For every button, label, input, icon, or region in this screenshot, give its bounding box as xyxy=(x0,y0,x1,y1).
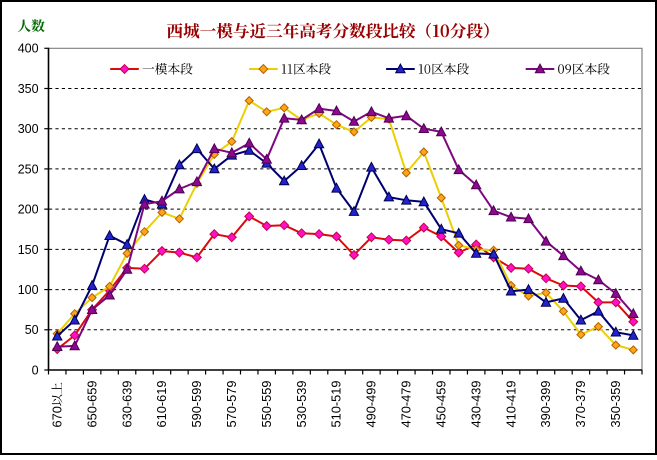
svg-text:0: 0 xyxy=(32,363,39,377)
svg-text:670: 670 xyxy=(49,406,64,427)
svg-text:250: 250 xyxy=(18,162,39,176)
svg-text:430-439: 430-439 xyxy=(468,381,483,428)
svg-text:350-359: 350-359 xyxy=(608,381,623,428)
svg-text:100: 100 xyxy=(18,283,39,297)
svg-text:50: 50 xyxy=(25,323,39,337)
svg-text:550-559: 550-559 xyxy=(259,381,274,428)
svg-text:150: 150 xyxy=(18,243,39,257)
svg-text:370-379: 370-379 xyxy=(573,381,588,428)
svg-text:470-479: 470-479 xyxy=(399,381,414,428)
svg-text:610-619: 610-619 xyxy=(154,381,169,428)
svg-text:350: 350 xyxy=(18,82,39,96)
svg-text:300: 300 xyxy=(18,122,39,136)
svg-text:530-539: 530-539 xyxy=(294,381,309,428)
svg-text:390-399: 390-399 xyxy=(538,381,553,428)
svg-text:630-639: 630-639 xyxy=(119,381,134,428)
svg-text:200: 200 xyxy=(18,203,39,217)
svg-text:450-459: 450-459 xyxy=(434,381,449,428)
svg-text:570-579: 570-579 xyxy=(224,381,239,428)
svg-text:410-419: 410-419 xyxy=(503,381,518,428)
svg-text:590-599: 590-599 xyxy=(189,381,204,428)
svg-text:510-519: 510-519 xyxy=(329,381,344,428)
svg-text:650-659: 650-659 xyxy=(84,381,99,428)
svg-text:400: 400 xyxy=(18,42,39,56)
svg-text:490-499: 490-499 xyxy=(364,381,379,428)
